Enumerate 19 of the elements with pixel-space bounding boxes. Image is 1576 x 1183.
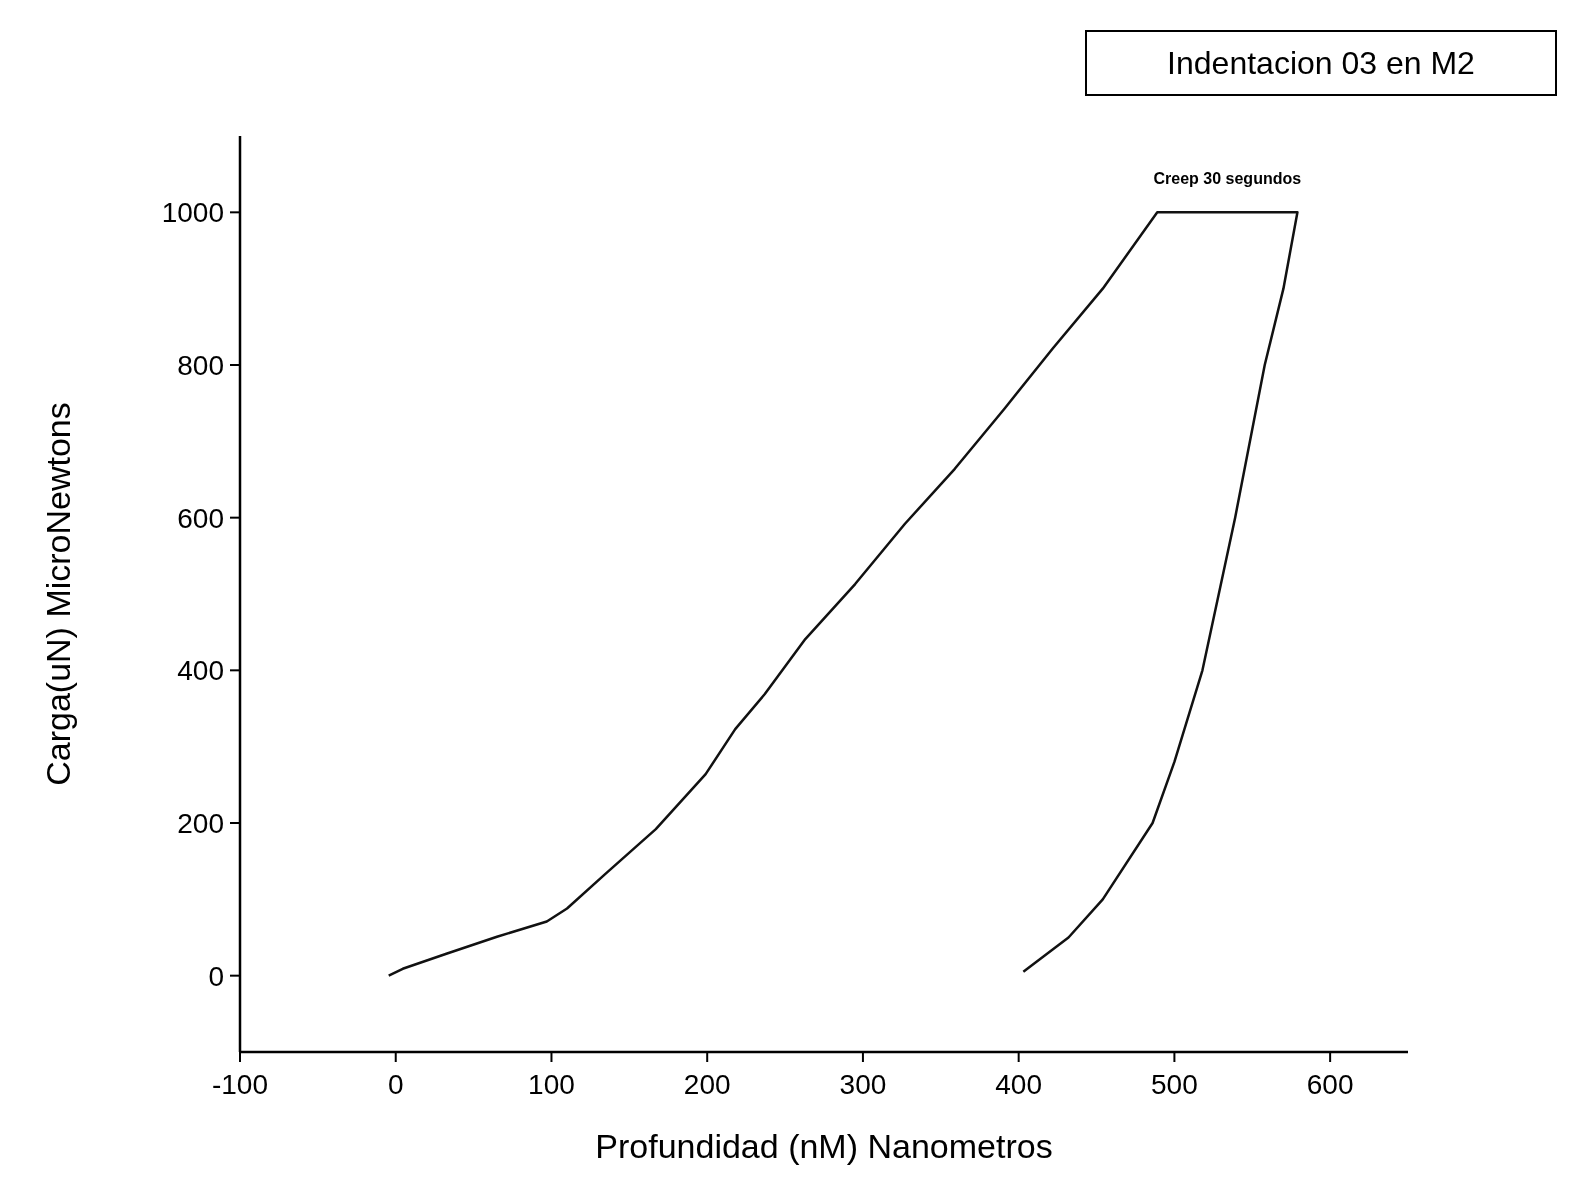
y-axis-title: Carga(uN) MicroNewtons: [39, 402, 77, 786]
x-tick-label: -100: [211, 1069, 269, 1100]
x-tick-label: 0: [387, 1069, 404, 1100]
x-axis-title: Profundidad (nM) Nanometros: [595, 1127, 1053, 1165]
x-tick-label: 300: [839, 1069, 887, 1100]
annotation: Creep 30 segundos: [1153, 170, 1302, 188]
y-tick-label: 600: [177, 502, 224, 534]
y-tick-label: 0: [208, 960, 224, 992]
x-tick-label: 400: [995, 1069, 1043, 1100]
y-tick-label: 200: [177, 808, 224, 839]
x-tick-label: 100: [528, 1069, 575, 1100]
x-tick-label: 200: [683, 1069, 731, 1100]
x-tick-label: 500: [1151, 1069, 1198, 1100]
x-tick-label: 600: [1306, 1069, 1354, 1100]
y-tick-label: 1000: [161, 197, 224, 229]
line-series: [387, 211, 1299, 977]
chart-title: Indentacion 03 en M2: [1167, 45, 1475, 81]
y-tick-label: 400: [177, 655, 224, 687]
y-tick-label: 800: [177, 350, 224, 381]
